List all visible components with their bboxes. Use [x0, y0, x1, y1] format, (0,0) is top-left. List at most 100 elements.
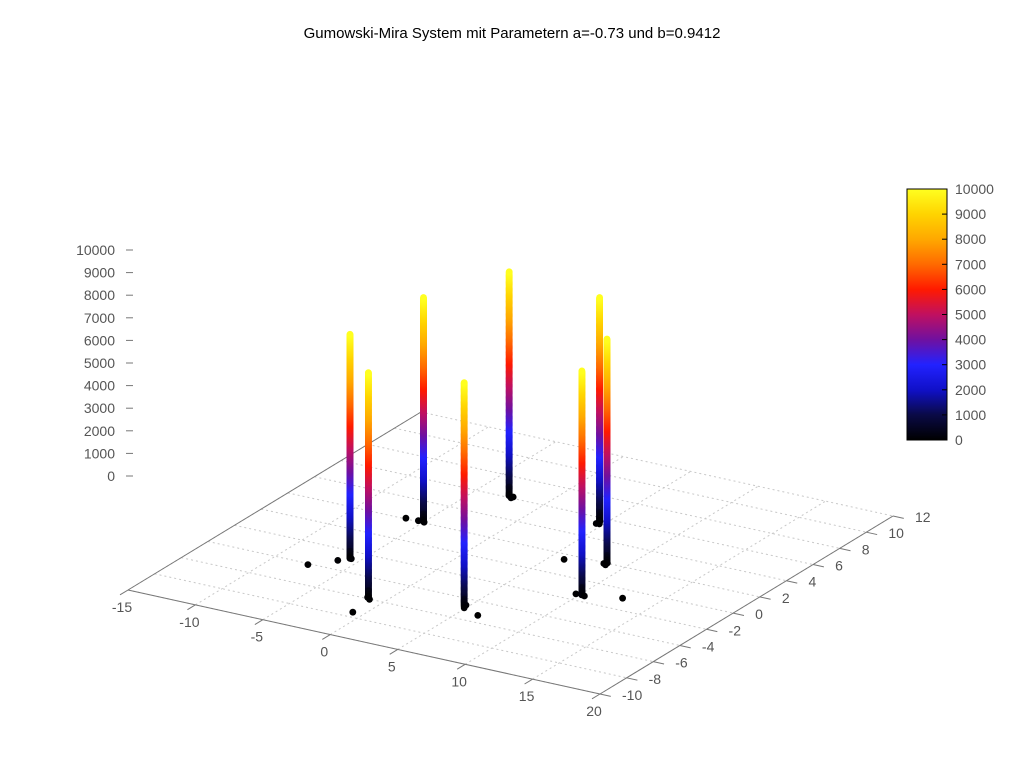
data-point [365, 369, 372, 377]
data-point [346, 330, 354, 338]
x-tick-mark [322, 634, 331, 640]
x-tick-label: -15 [112, 599, 132, 615]
colorbar-tick-label: 3000 [955, 357, 986, 373]
y-tick-mark [812, 564, 824, 568]
y-tick-mark [679, 644, 691, 649]
y-tick-label: -2 [729, 622, 742, 638]
y-tick-label: -4 [702, 638, 715, 654]
data-point [592, 520, 600, 527]
y-tick-mark [706, 628, 718, 633]
y-tick-mark [599, 693, 611, 697]
z-tick-label: 2000 [84, 423, 115, 439]
x-tick-label: -10 [179, 614, 199, 630]
y-tick-label: 2 [782, 590, 790, 606]
chart-title: Gumowski-Mira System mit Parametern a=-0… [304, 25, 721, 42]
y-tick-mark [892, 515, 904, 519]
y-tick-mark [733, 612, 745, 616]
z-tick-label: 10000 [76, 242, 115, 258]
x-tick-mark [187, 604, 196, 611]
data-point [560, 556, 568, 563]
back-axis-line [127, 411, 422, 591]
grid-line-y [340, 460, 814, 566]
grid-line-y [314, 476, 787, 582]
data-point [619, 594, 626, 602]
z-tick-label: 4000 [84, 378, 115, 394]
x-tick-mark [591, 693, 601, 700]
y-tick-label: -8 [649, 671, 662, 687]
z-tick-label: 5000 [84, 355, 115, 371]
grid-line-y [420, 411, 894, 517]
y-tick-mark [839, 547, 851, 552]
data-point [460, 604, 468, 612]
colorbar-tick-label: 2000 [955, 382, 986, 398]
grid-line-x [397, 471, 691, 650]
x-tick-mark [524, 678, 533, 685]
data-point [415, 517, 422, 525]
grid-line-x [330, 456, 624, 635]
y-tick-label: 4 [808, 574, 816, 590]
y-tick-label: 10 [888, 525, 904, 541]
z-tick-label: 6000 [84, 332, 115, 348]
colorbar-tick-label: 6000 [955, 281, 986, 297]
data-point [420, 518, 428, 526]
x-tick-mark [119, 589, 129, 596]
colorbar-tick-label: 8000 [955, 231, 986, 247]
axes: -15 -10 -5 0 5 10 15 20 -10 -8 -6 -4 -2 0 2 4 6 8 10 12 0 100… [76, 242, 931, 719]
data-points [304, 268, 626, 619]
colorbar-tick-label: 1000 [955, 407, 986, 423]
y-tick-label: 8 [862, 541, 870, 557]
data-point [349, 608, 357, 616]
y-tick-mark [786, 580, 798, 584]
z-tick-label: 7000 [84, 310, 115, 326]
colorbar-tick-label: 5000 [955, 307, 986, 323]
grid-line-x [532, 500, 826, 680]
data-point [402, 514, 410, 522]
y-tick-label: -6 [675, 655, 688, 671]
colorbar-gradient [906, 188, 948, 441]
data-point [460, 379, 468, 386]
z-tick-label: 0 [107, 468, 115, 484]
x-tick-label: 20 [586, 703, 602, 719]
x-tick-label: 0 [320, 644, 328, 660]
colorbar-tick-label: 0 [955, 432, 963, 448]
z-tick-label: 8000 [84, 287, 115, 303]
data-point [505, 268, 513, 276]
x-tick-mark [254, 619, 264, 625]
grid-line-y [394, 427, 867, 533]
y-tick-mark [759, 596, 771, 600]
data-point [346, 554, 354, 562]
x-axis-line [127, 589, 601, 695]
data-point [603, 336, 611, 343]
grid-line-y [261, 508, 734, 614]
data-point [578, 367, 586, 375]
y-tick-label: 6 [835, 558, 843, 574]
y-tick-mark [866, 531, 878, 536]
data-point [474, 612, 482, 619]
x-tick-mark [456, 663, 466, 670]
x-tick-label: 10 [451, 673, 467, 689]
grid-line-x [195, 426, 489, 606]
grid-line-y [207, 540, 681, 646]
colorbar: 0 1000 2000 3000 4000 5000 6000 7000 8000 9000 100… [906, 181, 994, 448]
x-tick-mark [389, 649, 398, 655]
colorbar-tick-label: 4000 [955, 332, 986, 348]
y-tick-mark [626, 677, 638, 681]
grid-line-y [181, 557, 654, 663]
y-axis-line [599, 515, 894, 695]
data-point [420, 294, 427, 301]
x-tick-label: 5 [388, 658, 396, 674]
grid-line-y [287, 492, 760, 598]
data-point [581, 592, 588, 600]
data-point [596, 294, 603, 301]
grid-line-y [234, 524, 707, 630]
colorbar-tick-label: 7000 [955, 256, 986, 272]
x-tick-label: -5 [251, 629, 264, 645]
data-point [602, 561, 609, 569]
data-point [366, 595, 373, 603]
z-tick-label: 1000 [84, 445, 115, 461]
y-tick-mark [653, 661, 665, 665]
z-tick-label: 3000 [84, 400, 115, 416]
grid-line-x [464, 485, 759, 665]
